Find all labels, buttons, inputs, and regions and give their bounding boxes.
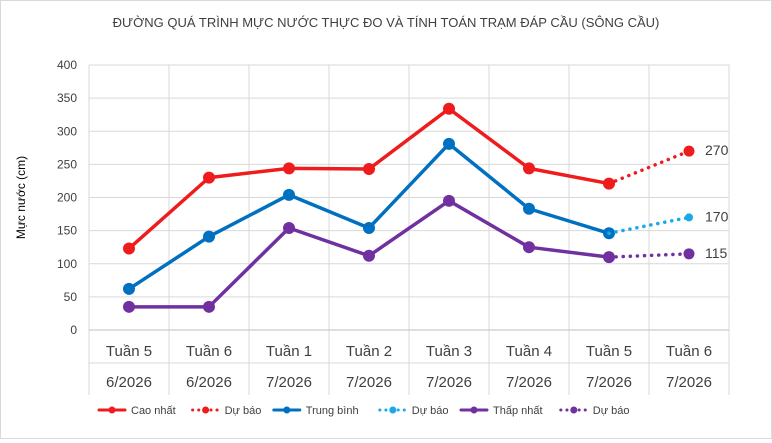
x-tick-label-month: 7/2026 — [586, 374, 632, 391]
legend-swatch-marker — [470, 406, 478, 414]
legend-swatch-marker — [283, 406, 291, 414]
x-tick-label-week: Tuần 2 — [346, 343, 392, 360]
data-point — [283, 162, 295, 175]
series-line — [607, 149, 691, 186]
legend: Cao nhất Dự báo Trung bình Dự báo Thấp nhất D… — [97, 405, 630, 417]
data-point — [523, 241, 535, 254]
legend-entry: Trung bình — [272, 405, 359, 417]
y-tick-label: 0 — [70, 323, 77, 337]
legend-label: Trung bình — [306, 405, 359, 417]
data-point — [443, 102, 455, 115]
legend-swatch-marker — [202, 406, 210, 414]
legend-swatch-marker — [389, 406, 397, 414]
annotations: 270 170 115 — [705, 142, 729, 261]
x-tick-label-week: Tuần 1 — [266, 343, 312, 360]
series-3 — [607, 213, 693, 236]
x-tick-label-month: 7/2026 — [506, 374, 552, 391]
axes: 0 50 100 150 200 250 300 350 400 Tuần 5 6/2026 Tuần… — [14, 58, 729, 391]
data-point — [283, 188, 295, 201]
legend-entry: Dự báo — [191, 405, 262, 417]
data-point — [203, 171, 215, 184]
series-2 — [123, 137, 615, 295]
series-line — [607, 215, 691, 236]
data-label: 115 — [705, 245, 728, 261]
legend-label: Dự báo — [225, 405, 262, 417]
x-tick-label-week: Tuần 3 — [426, 343, 472, 360]
x-tick-label-month: 7/2026 — [266, 374, 312, 391]
data-point — [283, 221, 295, 234]
x-tick-label-week: Tuần 6 — [186, 343, 232, 360]
x-tick-label-week: Tuần 5 — [586, 343, 632, 360]
x-tick-label-month: 6/2026 — [106, 374, 152, 391]
y-tick-label: 150 — [57, 224, 77, 238]
data-point — [123, 242, 135, 255]
data-point — [363, 249, 375, 262]
legend-entry: Cao nhất — [97, 405, 176, 417]
data-point — [443, 137, 455, 150]
legend-label: Dự báo — [412, 405, 449, 417]
y-tick-label: 300 — [57, 124, 77, 138]
series-5 — [607, 248, 695, 260]
legend-swatch-marker — [570, 406, 578, 414]
y-tick-label: 350 — [57, 91, 77, 105]
data-point — [203, 230, 215, 243]
data-point — [523, 162, 535, 175]
data-point — [443, 194, 455, 207]
legend-entry: Dự báo — [378, 405, 449, 417]
x-tick-label-week: Tuần 4 — [506, 343, 552, 360]
y-tick-label: 50 — [64, 290, 78, 304]
legend-label: Cao nhất — [131, 405, 176, 417]
x-tick-label-month: 7/2026 — [666, 374, 712, 391]
y-tick-label: 400 — [57, 58, 77, 72]
data-point — [203, 300, 215, 313]
legend-label: Dự báo — [593, 405, 630, 417]
data-point — [363, 221, 375, 234]
x-tick-label-month: 6/2026 — [186, 374, 232, 391]
y-tick-label: 250 — [57, 157, 77, 171]
data-label: 270 — [705, 142, 729, 158]
series-lines — [123, 102, 695, 313]
x-tick-label-month: 7/2026 — [426, 374, 472, 391]
data-point — [683, 248, 695, 260]
legend-swatch-marker — [108, 406, 116, 414]
data-point — [363, 163, 375, 176]
y-tick-label: 100 — [57, 257, 77, 271]
chart-title: ĐƯỜNG QUÁ TRÌNH MỰC NƯỚC THỰC ĐO VÀ TÍNH… — [113, 15, 660, 30]
series-1 — [607, 145, 695, 186]
legend-label: Thấp nhất — [493, 405, 543, 417]
data-point — [523, 202, 535, 215]
series-line — [607, 252, 691, 259]
data-label: 170 — [705, 208, 729, 224]
legend-entry: Thấp nhất — [459, 405, 543, 417]
x-tick-label-week: Tuần 6 — [666, 343, 712, 360]
data-point — [123, 282, 135, 295]
y-tick-label: 200 — [57, 191, 77, 205]
data-point — [685, 213, 693, 222]
x-tick-label-week: Tuần 5 — [106, 343, 152, 360]
legend-entry: Dự báo — [559, 405, 630, 417]
data-point — [123, 300, 135, 313]
x-tick-label-month: 7/2026 — [346, 374, 392, 391]
data-point — [683, 145, 695, 157]
series-0 — [123, 102, 615, 255]
y-axis-label: Mực nước (cm) — [14, 156, 28, 239]
